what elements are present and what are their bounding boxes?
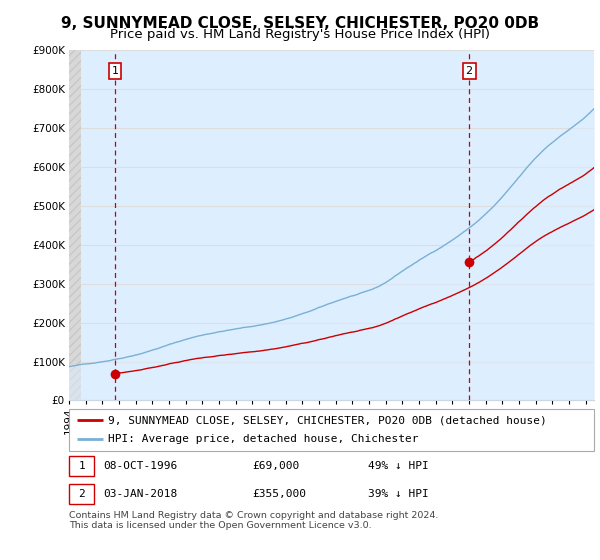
- Text: £355,000: £355,000: [253, 489, 307, 499]
- Bar: [69, 484, 94, 504]
- Bar: [69, 456, 94, 477]
- Text: £69,000: £69,000: [253, 461, 300, 472]
- Text: 39% ↓ HPI: 39% ↓ HPI: [368, 489, 429, 499]
- Text: 9, SUNNYMEAD CLOSE, SELSEY, CHICHESTER, PO20 0DB (detached house): 9, SUNNYMEAD CLOSE, SELSEY, CHICHESTER, …: [109, 415, 547, 425]
- Text: 49% ↓ HPI: 49% ↓ HPI: [368, 461, 429, 472]
- Text: 1: 1: [78, 461, 85, 472]
- Text: 2: 2: [78, 489, 85, 499]
- Text: HPI: Average price, detached house, Chichester: HPI: Average price, detached house, Chic…: [109, 435, 419, 445]
- Text: 9, SUNNYMEAD CLOSE, SELSEY, CHICHESTER, PO20 0DB: 9, SUNNYMEAD CLOSE, SELSEY, CHICHESTER, …: [61, 16, 539, 31]
- Text: 1: 1: [112, 66, 119, 76]
- Text: 03-JAN-2018: 03-JAN-2018: [103, 489, 178, 499]
- Text: Contains HM Land Registry data © Crown copyright and database right 2024.
This d: Contains HM Land Registry data © Crown c…: [69, 511, 439, 530]
- Text: Price paid vs. HM Land Registry's House Price Index (HPI): Price paid vs. HM Land Registry's House …: [110, 28, 490, 41]
- Text: 2: 2: [466, 66, 473, 76]
- Bar: [69, 50, 81, 400]
- Text: 08-OCT-1996: 08-OCT-1996: [103, 461, 178, 472]
